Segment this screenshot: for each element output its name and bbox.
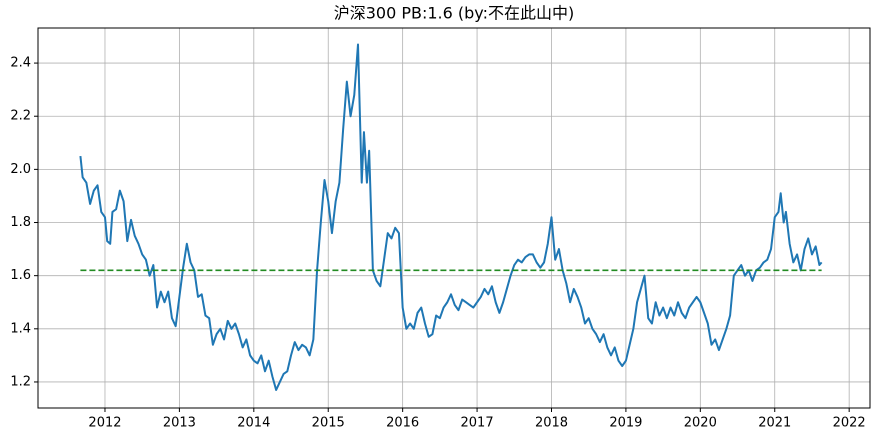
x-tick-label: 2013 [163,416,196,431]
x-tick-label: 2014 [237,416,270,431]
x-tick-label: 2012 [88,416,121,431]
y-tick-label: 2.0 [10,162,31,177]
x-tick-label: 2022 [833,416,866,431]
y-tick-label: 2.2 [10,109,31,124]
chart-title: 沪深300 PB:1.6 (by:不在此山中) [334,4,575,23]
plot-frame [37,27,871,409]
x-tick-label: 2021 [758,416,791,431]
x-tick-label: 2019 [609,416,642,431]
y-tick-label: 1.4 [10,321,31,336]
x-tick-label: 2018 [535,416,568,431]
x-tick-label: 2020 [684,416,717,431]
y-tick-label: 1.8 [10,215,31,230]
y-tick-label: 2.4 [10,56,31,71]
y-tick-label: 1.2 [10,374,31,389]
x-tick-label: 2016 [386,416,419,431]
x-tick-label: 2015 [312,416,345,431]
x-tick-label: 2017 [461,416,494,431]
y-tick-label: 1.6 [10,268,31,283]
series-line [79,43,823,391]
